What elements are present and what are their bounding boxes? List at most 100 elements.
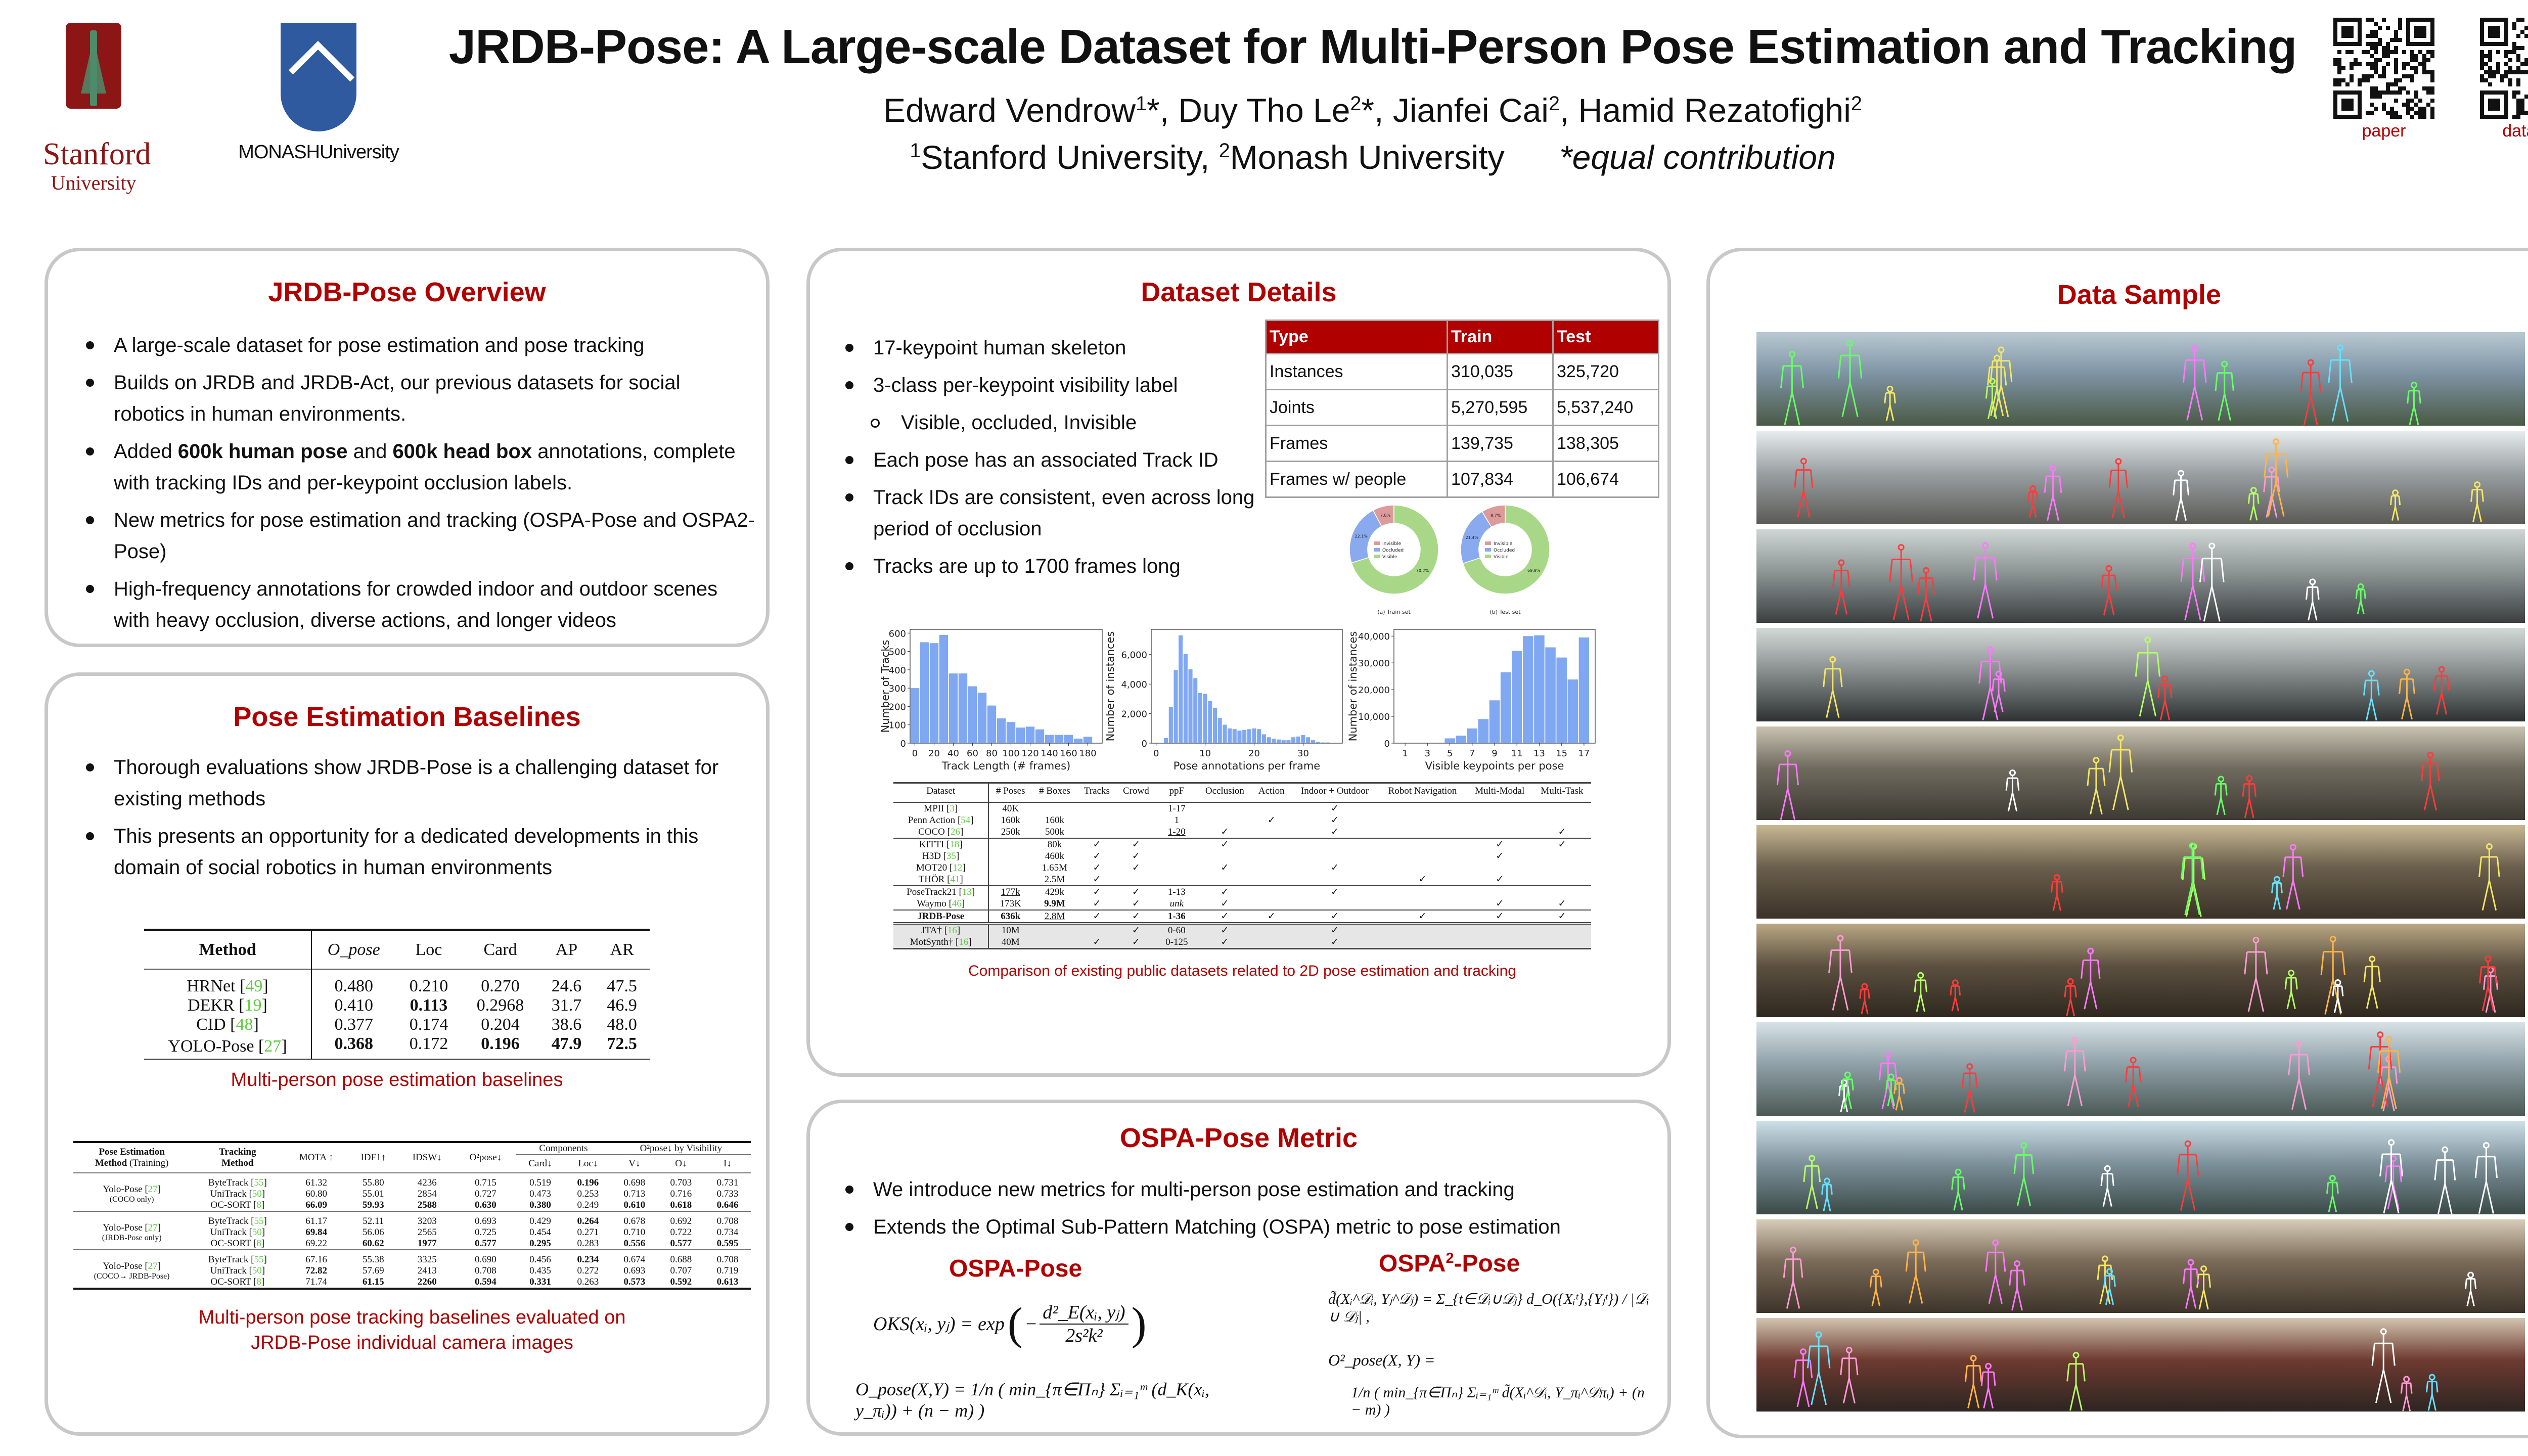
legend-label: Invisible xyxy=(1494,541,1513,547)
leg xyxy=(2485,1181,2494,1214)
arm xyxy=(2399,1166,2402,1182)
qr-module xyxy=(2512,26,2516,30)
check-cell: ✓ xyxy=(1496,839,1504,850)
value-cell: 0.234 xyxy=(577,1254,599,1265)
value-cell: 66.09 xyxy=(305,1200,327,1210)
tracker-cell: UniTrack [50] xyxy=(210,1227,265,1238)
ppf-cell xyxy=(1156,874,1198,886)
value-cell: 0.249 xyxy=(577,1200,599,1210)
head xyxy=(1838,559,1845,566)
qr-module xyxy=(2504,54,2508,58)
value-cell: 56.06 xyxy=(362,1227,384,1238)
leg xyxy=(2184,882,2193,916)
head xyxy=(1987,646,1994,653)
qr-module xyxy=(2426,70,2430,74)
histogram-bar xyxy=(1556,657,1567,743)
check-cell xyxy=(1533,814,1591,826)
qr-module xyxy=(2520,30,2524,34)
column-header: V↓ xyxy=(628,1158,641,1169)
tracking-caption-line1: Multi-person pose tracking baselines eva… xyxy=(198,1307,626,1328)
qr-module xyxy=(2337,66,2341,70)
qr-module xyxy=(2370,30,2374,34)
dataset-name: MPII xyxy=(924,803,944,814)
qr-module xyxy=(2394,38,2398,42)
value-cell: 0.429 xyxy=(529,1216,551,1226)
arm xyxy=(1884,392,1887,403)
qr-module xyxy=(2422,107,2426,111)
boxes-cell: 80k xyxy=(1047,839,1062,850)
pose-skeleton xyxy=(2407,382,2421,426)
qr-module xyxy=(2516,34,2520,38)
baselines-bullet: This presents an opportunity for a dedic… xyxy=(48,821,756,883)
arm xyxy=(2125,470,2129,488)
pose-skeleton xyxy=(2288,1040,2310,1110)
arm xyxy=(2326,1182,2329,1194)
y-tick-label: 0 xyxy=(1384,739,1390,749)
overview-bullet: New metrics for pose estimation and trac… xyxy=(48,505,756,567)
value-cell: 0.573 xyxy=(623,1277,646,1287)
leg xyxy=(1786,1281,1794,1309)
citation: 19 xyxy=(244,996,262,1015)
head xyxy=(2009,769,2016,777)
pose-skeleton xyxy=(1985,378,1999,419)
pose-skeleton xyxy=(1859,983,1870,1015)
leg xyxy=(2402,1395,2408,1412)
pose-skeleton xyxy=(1980,1362,1996,1408)
qr-module xyxy=(2480,54,2484,58)
qr-module xyxy=(2333,62,2337,66)
value-cell: 0.707 xyxy=(670,1265,692,1276)
qr-module xyxy=(2382,70,2386,74)
head xyxy=(1952,979,1959,986)
arm xyxy=(2157,685,2160,698)
check-cell: ✓ xyxy=(1331,887,1339,897)
qr-module xyxy=(2394,99,2398,103)
arm xyxy=(1867,989,1870,999)
note: (Training) xyxy=(129,1158,169,1168)
poses-cell: 636k xyxy=(1001,911,1021,922)
arm xyxy=(2100,575,2104,590)
pose-skeleton-overlay xyxy=(1794,438,2484,522)
qr-paper[interactable]: paper xyxy=(2333,18,2434,141)
head xyxy=(1884,1051,1891,1058)
qr-module xyxy=(2370,54,2374,58)
arm xyxy=(2479,967,2482,984)
qr-dataset[interactable]: dataset xyxy=(2480,18,2528,141)
dataset-name-cell: THÖR [41] xyxy=(893,874,989,886)
arm xyxy=(2363,680,2366,696)
leg xyxy=(2429,784,2437,811)
head xyxy=(2368,670,2375,677)
x-axis-label: Track Length (# frames) xyxy=(941,760,1071,772)
value-cell: 0.594 xyxy=(474,1277,496,1287)
leg xyxy=(2423,784,2431,811)
arm xyxy=(2044,476,2047,493)
value-cell: 0.678 xyxy=(623,1216,646,1226)
qr-module xyxy=(2480,58,2484,62)
y-tick-label: 100 xyxy=(889,720,906,731)
ospa-title: OSPA-Pose Metric xyxy=(1119,1123,1358,1153)
pose-skeleton xyxy=(2181,842,2204,916)
pose-skeleton xyxy=(2180,542,2205,621)
citation: 49 xyxy=(245,977,263,995)
ospa2-suffix: -Pose xyxy=(1454,1250,1520,1277)
arm xyxy=(1998,661,2002,684)
pose-skeleton xyxy=(2135,636,2160,717)
oks-fraction: d²_E(xᵢ, yⱼ) 2s²k² xyxy=(1040,1301,1128,1347)
qr-module xyxy=(2337,70,2341,74)
head xyxy=(2200,1265,2207,1272)
qr-module xyxy=(2362,78,2366,82)
qr-module xyxy=(2488,66,2492,70)
qr-module xyxy=(2386,50,2390,54)
leg xyxy=(1920,597,1927,622)
pose-skeleton xyxy=(2371,1328,2396,1403)
qr-module xyxy=(2350,62,2354,66)
leg xyxy=(2216,797,2222,815)
tracker-cell: OC-SORT [8] xyxy=(210,1277,265,1287)
arm xyxy=(2113,1276,2116,1287)
qr-finder-center xyxy=(2488,26,2500,38)
pose-skeleton xyxy=(1905,1239,1926,1304)
pose-skeleton xyxy=(2013,1142,2035,1206)
leg xyxy=(2069,999,2075,1017)
qr-module xyxy=(2370,95,2374,99)
histogram-bar xyxy=(1301,735,1305,743)
leg xyxy=(2470,1290,2475,1306)
